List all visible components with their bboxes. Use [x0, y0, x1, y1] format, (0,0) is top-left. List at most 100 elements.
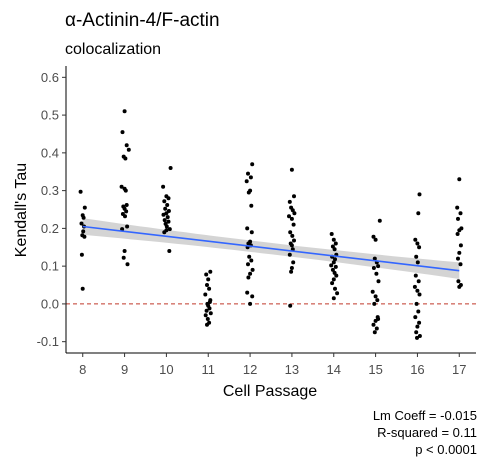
data-point [120, 227, 125, 232]
data-point [333, 257, 337, 262]
data-point [371, 266, 376, 270]
data-point [372, 301, 377, 306]
data-point [167, 249, 172, 253]
data-point [82, 205, 87, 210]
data-point [207, 306, 212, 311]
data-point [246, 171, 250, 176]
data-point [330, 267, 335, 272]
data-point [417, 292, 422, 297]
data-point [287, 252, 292, 257]
stats-annotations: Lm Coeff = -0.015 R-squared = 0.11 p < 0… [373, 408, 477, 457]
y-tick-label: 0.3 [41, 183, 59, 198]
data-point [372, 256, 377, 261]
data-point [245, 290, 250, 295]
x-axis-title: Cell Passage [223, 383, 317, 400]
data-point [417, 245, 422, 250]
data-point [413, 273, 418, 278]
data-point [416, 279, 421, 284]
x-tick-label: 10 [159, 362, 173, 377]
data-point [249, 258, 254, 263]
data-point [417, 320, 422, 325]
data-point [289, 167, 294, 172]
y-tick-label: 0.1 [41, 259, 59, 274]
data-point [375, 298, 380, 303]
data-point [162, 199, 167, 204]
data-point [204, 272, 209, 277]
data-point [373, 237, 378, 242]
data-point [334, 273, 339, 278]
data-point [331, 260, 336, 265]
data-point [161, 212, 166, 217]
regression-line [82, 225, 460, 272]
data-point [291, 260, 296, 265]
data-point [292, 211, 297, 216]
x-tick-label: 12 [243, 362, 257, 377]
data-point [168, 166, 173, 170]
x-tick-label: 16 [410, 362, 424, 377]
data-point [331, 277, 336, 282]
x-tick-label: 17 [452, 362, 466, 377]
data-point [247, 254, 252, 259]
data-point [205, 317, 210, 321]
data-point [377, 218, 382, 223]
data-point [124, 209, 129, 214]
data-point [249, 203, 254, 208]
data-point [161, 184, 166, 189]
data-point [290, 208, 295, 213]
data-point [413, 237, 418, 242]
x-tick-label: 15 [368, 362, 382, 377]
data-point [288, 303, 293, 308]
data-point [329, 232, 334, 236]
data-point [374, 271, 379, 276]
data-point [455, 232, 460, 236]
data-point [244, 179, 249, 184]
data-point [122, 109, 127, 114]
data-point [82, 234, 87, 239]
x-tick-label: 9 [121, 362, 128, 377]
data-point [123, 214, 127, 219]
data-point [414, 254, 419, 259]
data-point [416, 309, 421, 314]
data-point [415, 324, 420, 329]
y-axis-ticks: -0.1 0.0 0.1 0.2 0.3 0.4 0.5 0.6 [37, 70, 66, 349]
data-point [333, 264, 338, 269]
y-tick-label: 0.6 [41, 70, 59, 85]
data-point [292, 238, 296, 243]
data-point [249, 230, 254, 235]
data-point [414, 330, 419, 335]
data-point [415, 335, 419, 340]
data-point [246, 275, 251, 280]
data-point [335, 291, 340, 296]
data-point [370, 289, 375, 294]
data-point [123, 156, 128, 161]
data-point [79, 252, 84, 257]
data-point [246, 262, 250, 267]
data-point [245, 226, 250, 231]
data-point [289, 216, 294, 221]
data-point [371, 322, 376, 327]
data-point [414, 301, 419, 306]
chart-subtitle: colocalization [65, 41, 161, 58]
data-point [457, 250, 462, 255]
data-point [287, 199, 292, 204]
data-point [415, 260, 420, 265]
data-point [412, 284, 417, 289]
data-point [80, 286, 85, 291]
data-point [458, 211, 463, 216]
data-point [456, 216, 460, 221]
data-point [207, 286, 212, 291]
y-tick-label: 0.0 [41, 296, 59, 311]
data-point [289, 266, 294, 270]
data-point [206, 277, 211, 282]
data-point [123, 188, 128, 193]
data-points [78, 109, 464, 340]
data-point [290, 233, 295, 238]
data-point [121, 255, 126, 260]
data-point [376, 317, 381, 321]
data-point [290, 247, 295, 252]
annotation-lm-coeff: Lm Coeff = -0.015 [373, 408, 477, 423]
data-point [248, 271, 253, 276]
data-point [124, 203, 129, 207]
data-point [81, 229, 86, 234]
data-point [122, 249, 127, 253]
